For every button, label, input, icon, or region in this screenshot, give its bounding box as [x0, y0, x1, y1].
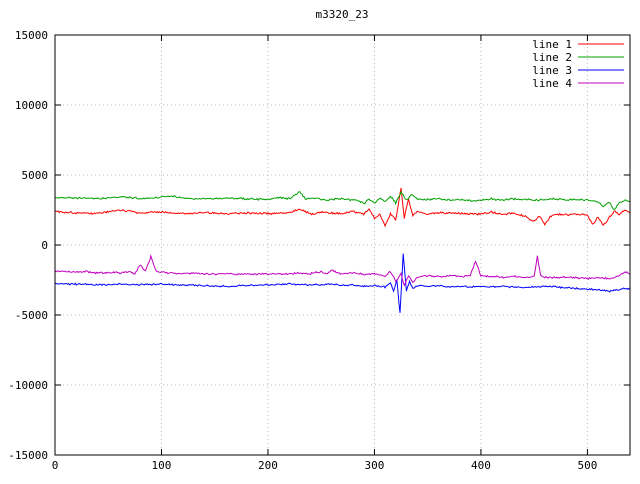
legend-label: line 2: [532, 51, 572, 64]
x-tick-label: 400: [471, 459, 491, 472]
y-tick-label: -15000: [8, 449, 48, 462]
legend-item: line 2: [532, 51, 624, 64]
y-tick-label: 5000: [22, 169, 49, 182]
y-tick-label: -10000: [8, 379, 48, 392]
x-tick-label: 0: [52, 459, 59, 472]
chart-title: m3320_23: [316, 8, 369, 21]
grid-layer: [54, 34, 630, 456]
y-tick-label: 0: [41, 239, 48, 252]
legend-label: line 4: [532, 77, 572, 90]
series-line-1: [54, 187, 631, 228]
y-tick-label: 10000: [15, 99, 48, 112]
legend-item: line 1: [532, 38, 624, 51]
x-tick-label: 100: [152, 459, 172, 472]
y-tick-label: 15000: [15, 29, 48, 42]
series-layer: [54, 187, 631, 313]
series-line-2: [54, 190, 631, 211]
ticks-layer: [54, 34, 630, 456]
y-tick-label: -5000: [15, 309, 48, 322]
x-tick-label: 200: [258, 459, 278, 472]
series-line-3: [54, 253, 631, 313]
x-tick-label: 500: [577, 459, 597, 472]
legend-item: line 3: [532, 64, 624, 77]
legend-label: line 3: [532, 64, 572, 77]
x-tick-label: 300: [365, 459, 385, 472]
series-line-4: [54, 254, 631, 287]
legend-item: line 4: [532, 77, 624, 90]
axis-labels-layer: 0 100 200 300 400 500 -15000 -10000 -5000 0 5000 10…: [8, 29, 597, 472]
legend-label: line 1: [532, 38, 572, 51]
